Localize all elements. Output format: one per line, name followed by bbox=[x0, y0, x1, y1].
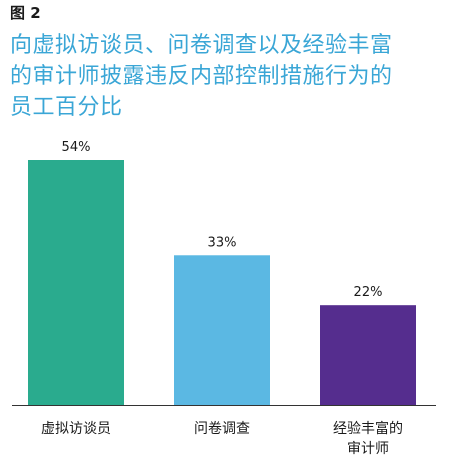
category-label-3-line-2: 审计师 bbox=[347, 441, 389, 457]
category-label-1: 虚拟访谈员 bbox=[41, 421, 111, 437]
figure-label: 图 2 bbox=[10, 4, 41, 22]
bar-2 bbox=[174, 255, 270, 405]
bar-value-label-1: 54% bbox=[62, 140, 91, 155]
category-label-2: 问卷调查 bbox=[194, 421, 250, 437]
bar-value-label-3: 22% bbox=[354, 285, 383, 300]
chart-title: 向虚拟访谈员、问卷调查以及经验丰富 的审计师披露违反内部控制措施行为的 员工百分… bbox=[10, 30, 442, 123]
chart-title-line-1: 向虚拟访谈员、问卷调查以及经验丰富 bbox=[10, 33, 393, 58]
category-label-3-line-1: 经验丰富的 bbox=[333, 420, 403, 437]
bar-value-label-2: 33% bbox=[208, 235, 237, 250]
chart-title-line-3: 员工百分比 bbox=[10, 95, 123, 120]
bar-3 bbox=[320, 305, 416, 405]
bar-1 bbox=[28, 160, 124, 405]
chart-title-line-2: 的审计师披露违反内部控制措施行为的 bbox=[10, 64, 393, 89]
